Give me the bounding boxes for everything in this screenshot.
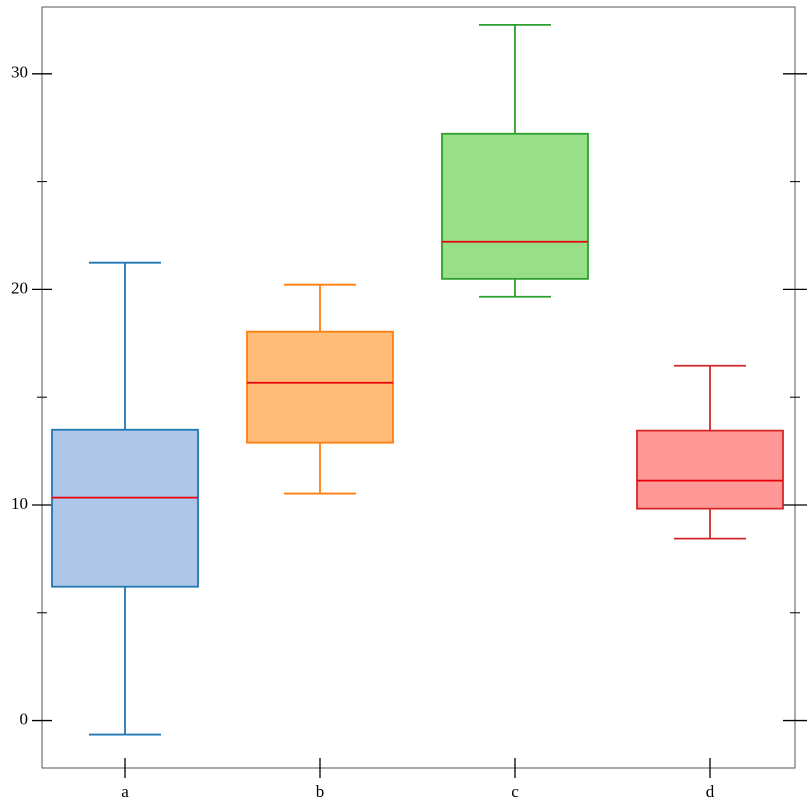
y-tick-label: 20: [11, 278, 28, 297]
y-tick-label: 0: [20, 709, 29, 728]
box: [441, 132, 589, 280]
x-tick-label: c: [511, 782, 519, 801]
x-tick-label: b: [316, 782, 325, 801]
plot-frame: [41, 6, 796, 769]
y-tick-label: 10: [11, 494, 28, 513]
x-tick-label: a: [121, 782, 129, 801]
box: [51, 428, 199, 588]
y-tick-label: 30: [11, 63, 28, 82]
box: [636, 429, 784, 510]
box: [246, 330, 394, 444]
x-tick-label: d: [706, 782, 715, 801]
